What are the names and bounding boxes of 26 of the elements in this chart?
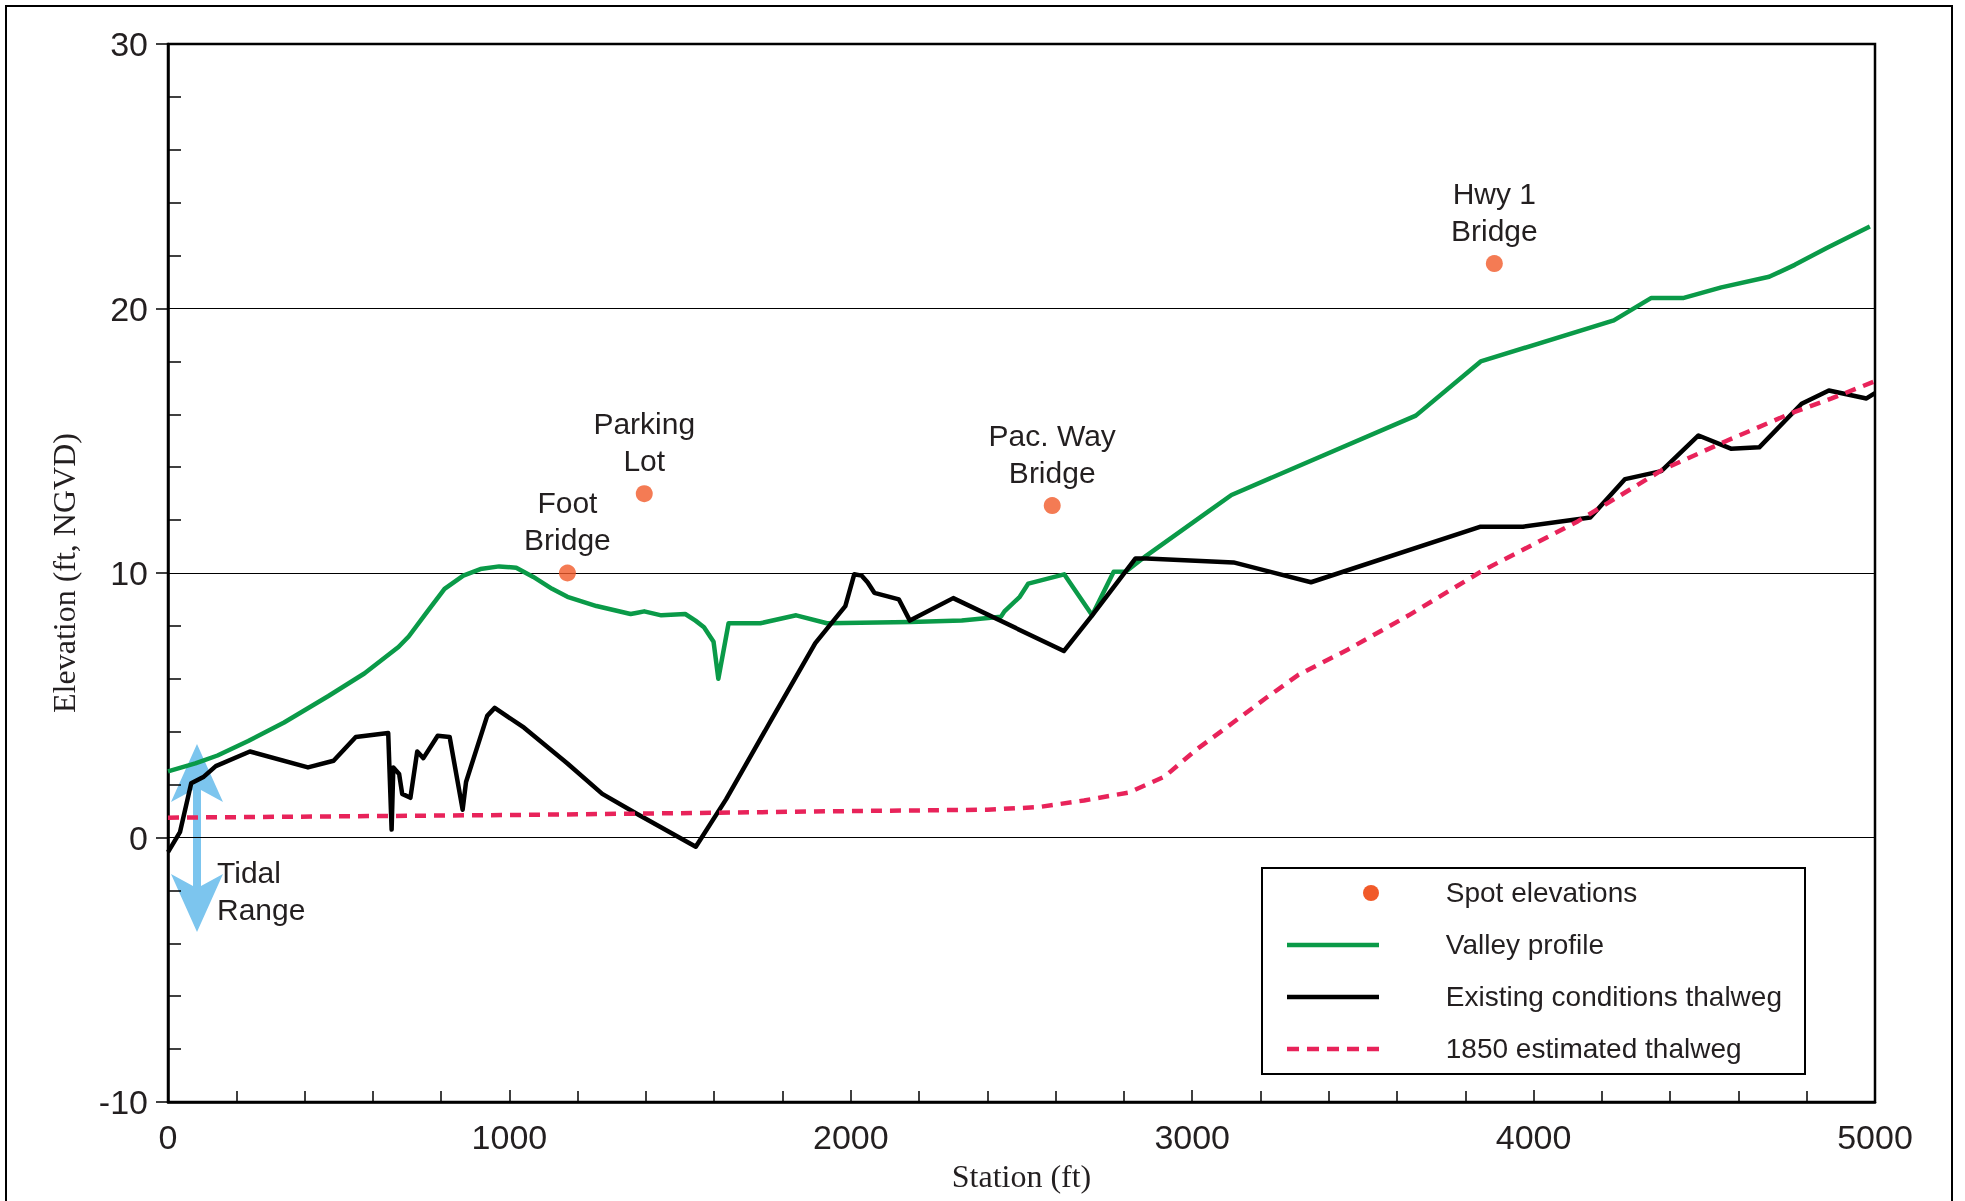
y-tick-label: 10: [110, 554, 148, 592]
x-tick-label: 2000: [812, 1118, 889, 1156]
annotation: Pac. Way Bridge: [988, 418, 1116, 489]
y-axis-title: Elevation (ft, NGVD): [46, 433, 82, 713]
annotation: Tidal Range: [217, 854, 306, 928]
y-tick-label: 20: [110, 289, 148, 328]
x-tick-label: 0: [158, 1118, 178, 1156]
x-tick-label: 5000: [1837, 1118, 1913, 1156]
y-tick-label: -10: [98, 1083, 148, 1121]
legend-label: Valley profile: [1445, 929, 1605, 961]
x-tick-label: 4000: [1495, 1118, 1572, 1156]
point: [635, 485, 653, 503]
point: [1485, 255, 1503, 273]
point: [558, 564, 576, 582]
annotation: Hwy 1 Bridge: [1450, 176, 1538, 247]
x-tick-label: 1000: [471, 1118, 548, 1156]
y-tick-label: 30: [110, 25, 148, 63]
x-tick-label: 3000: [1154, 1118, 1231, 1156]
x-axis-title: Station (ft): [951, 1158, 1092, 1194]
annotation: Foot Bridge: [524, 486, 611, 556]
y-tick-label: 0: [129, 818, 148, 857]
annotation: Parking Lot: [593, 406, 696, 477]
legend-label: Spot elevations: [1445, 877, 1638, 909]
point: [1043, 497, 1061, 515]
legend-label: 1850 estimated thalweg: [1445, 1033, 1742, 1065]
legend-label: Existing conditions thalweg: [1445, 981, 1782, 1013]
